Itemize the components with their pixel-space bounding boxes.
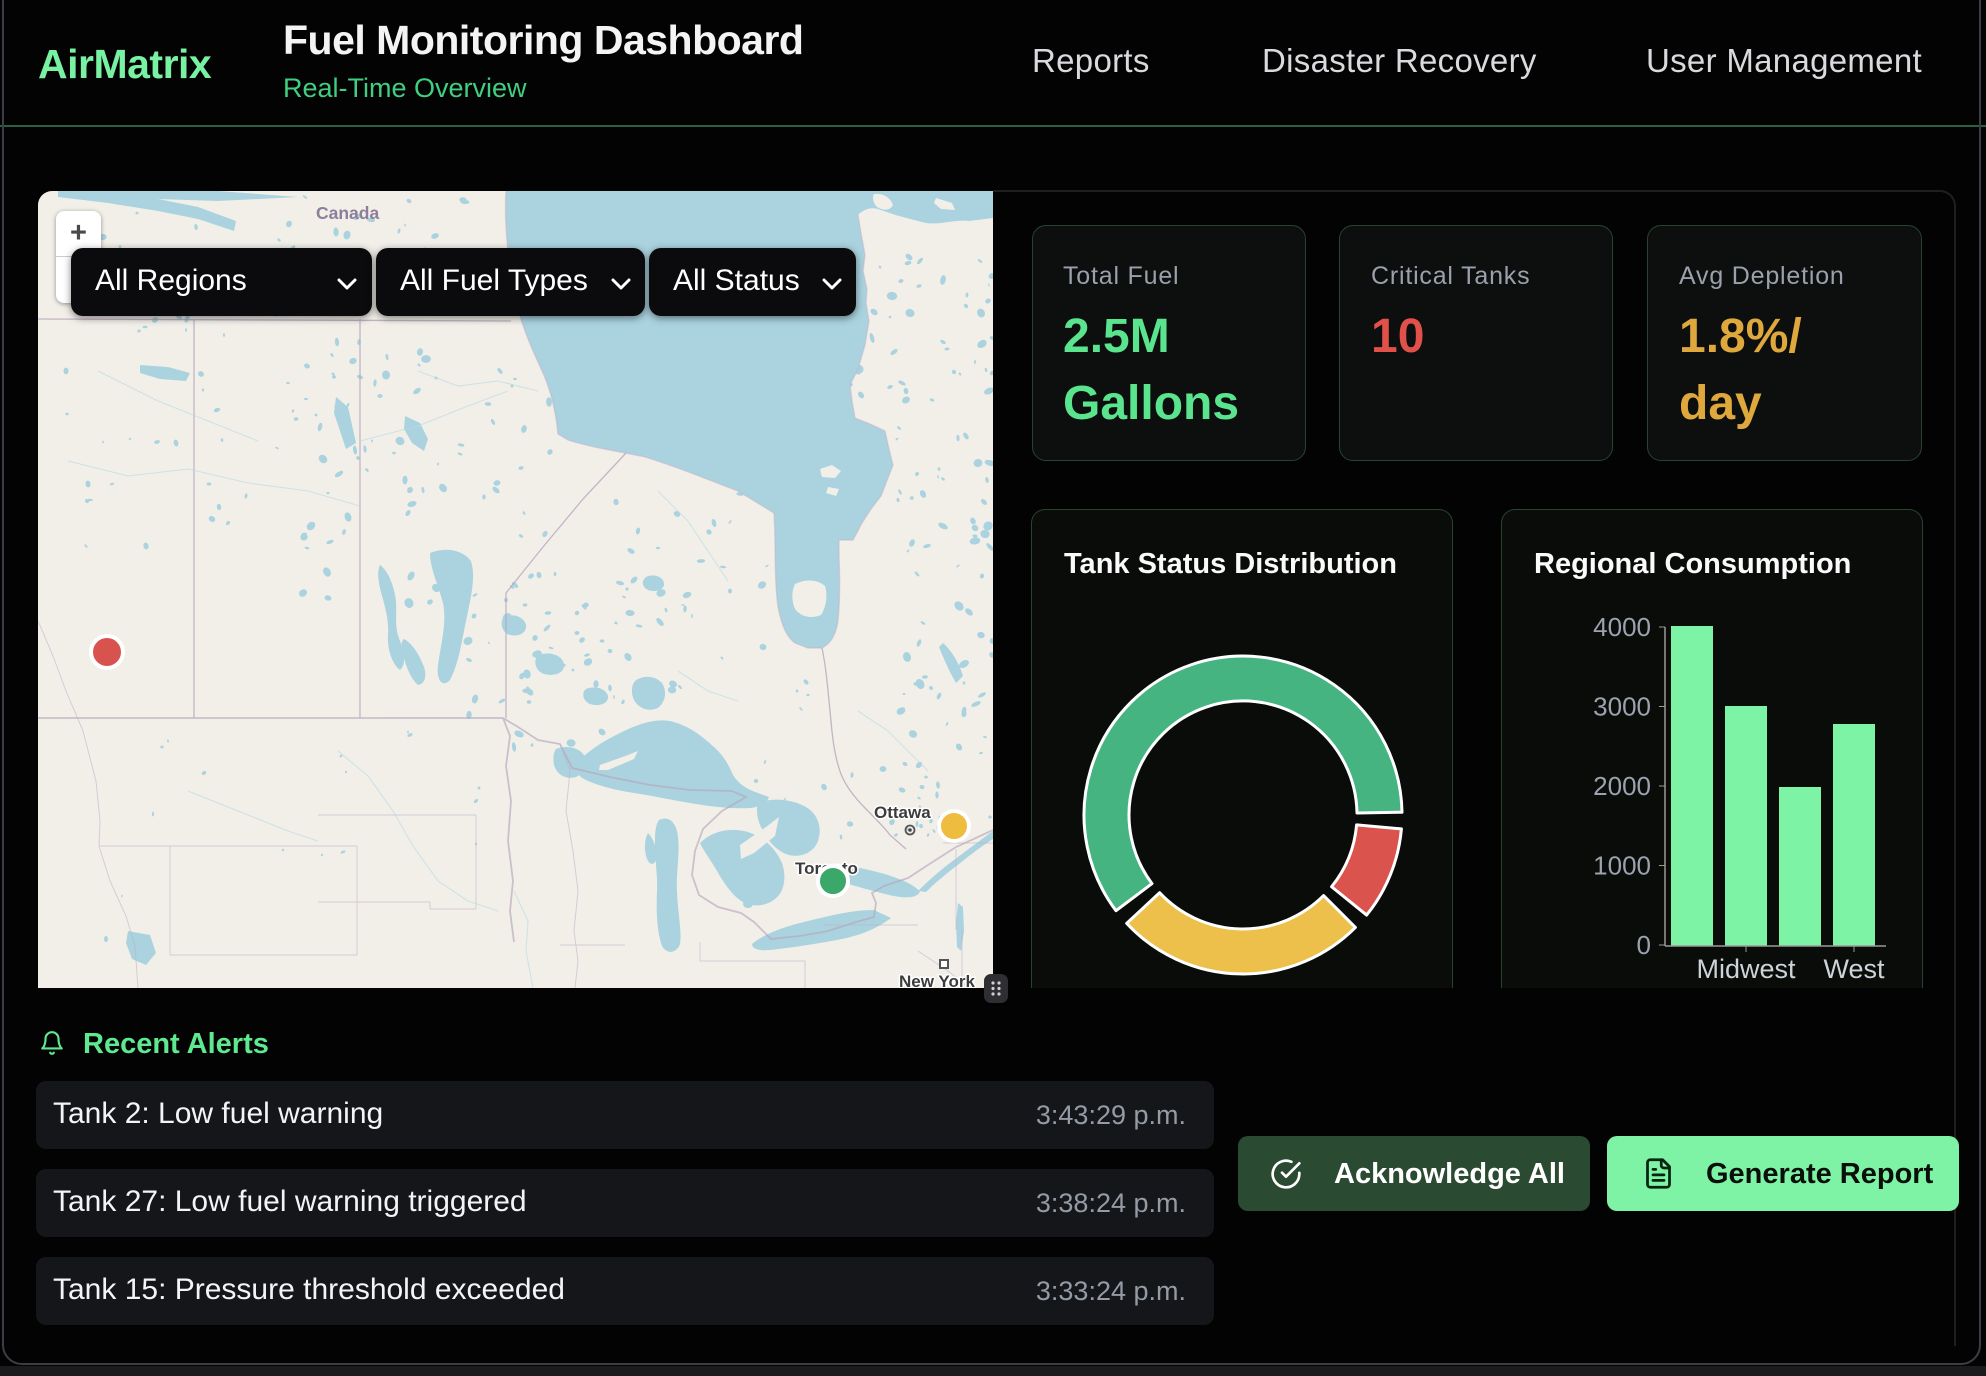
svg-text:New York: New York: [899, 972, 975, 988]
svg-text:0: 0: [1637, 930, 1651, 960]
svg-text:Ottawa: Ottawa: [874, 803, 931, 822]
svg-text:4000: 4000: [1593, 612, 1651, 642]
svg-text:2000: 2000: [1593, 771, 1651, 801]
svg-text:1000: 1000: [1593, 851, 1651, 881]
svg-text:Canada: Canada: [316, 203, 379, 223]
svg-text:Midwest: Midwest: [1696, 954, 1796, 984]
svg-text:3000: 3000: [1593, 692, 1651, 722]
svg-text:West: West: [1823, 954, 1885, 984]
